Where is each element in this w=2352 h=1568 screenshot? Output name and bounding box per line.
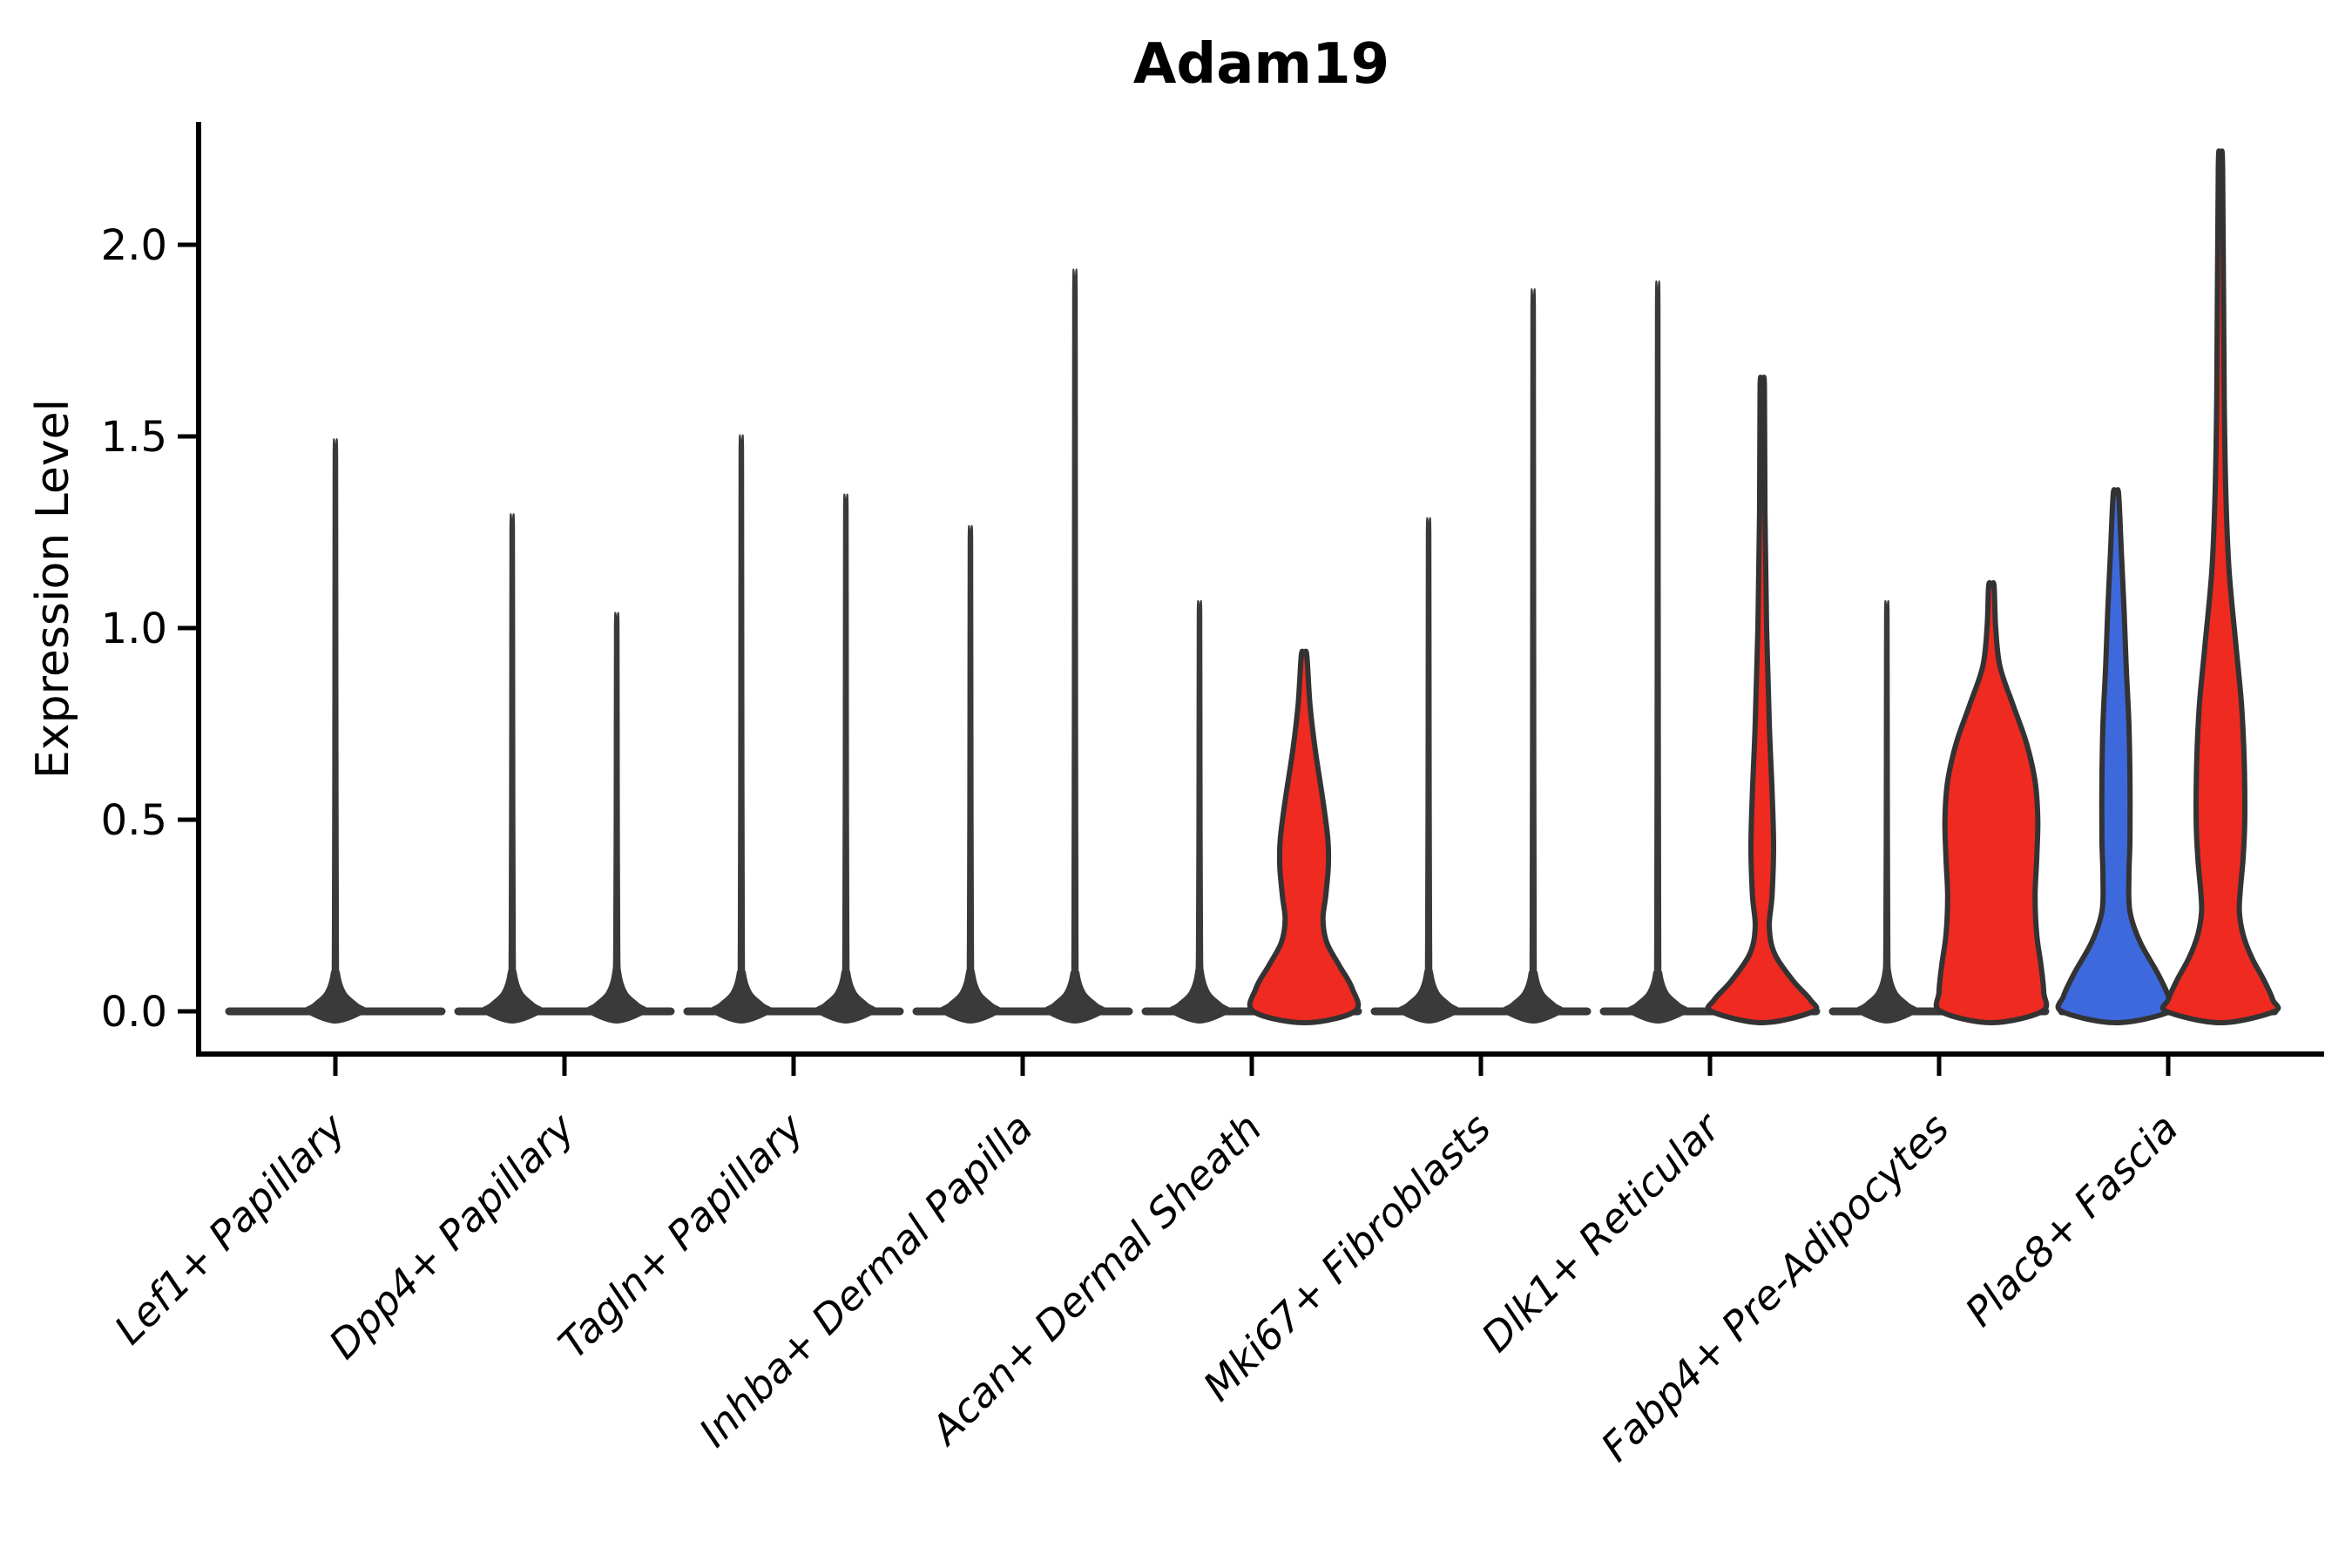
x-tick-label: Dpp4+ Papillary xyxy=(320,1104,584,1368)
x-tick-label: Lef1+ Papillary xyxy=(105,1104,355,1353)
violin-spike xyxy=(709,434,774,1024)
violin-spike xyxy=(303,438,368,1024)
x-tick-label: Tagln+ Papillary xyxy=(549,1104,813,1368)
violin-red xyxy=(2159,148,2281,1025)
y-tick-label: 1.0 xyxy=(101,605,167,653)
chart-title: Adam19 xyxy=(1133,32,1389,97)
violin-red xyxy=(1247,648,1362,1025)
y-tick-label: 0.0 xyxy=(101,988,167,1037)
violin-spike xyxy=(1043,268,1107,1024)
y-tick-label: 0.5 xyxy=(101,796,167,845)
violin-spike xyxy=(1625,280,1690,1024)
y-tick-label: 2.0 xyxy=(101,221,167,270)
violin-spike xyxy=(585,612,649,1024)
violin-red xyxy=(1933,580,2050,1025)
violin-spike xyxy=(814,493,878,1024)
y-axis-ticks: 0.0 0.5 1.0 1.5 2.0 xyxy=(101,221,199,1037)
violin-spike xyxy=(1855,599,1919,1024)
violin-blue xyxy=(2055,487,2177,1025)
violin-spike xyxy=(1167,599,1232,1024)
x-tick-label: Plac8+ Fascia xyxy=(1956,1105,2186,1335)
y-axis-label: Expression Level xyxy=(27,399,79,779)
violin-red xyxy=(1705,375,1820,1025)
violin-bodies xyxy=(303,148,2281,1025)
x-tick-label: Dlk1+ Reticular xyxy=(1472,1102,1731,1361)
violin-spike xyxy=(480,513,544,1024)
y-tick-label: 1.5 xyxy=(101,413,167,462)
axes xyxy=(196,122,2324,1057)
violin-spike xyxy=(1501,288,1565,1024)
violin-spike xyxy=(938,524,1003,1024)
violin-spike xyxy=(1396,517,1461,1024)
